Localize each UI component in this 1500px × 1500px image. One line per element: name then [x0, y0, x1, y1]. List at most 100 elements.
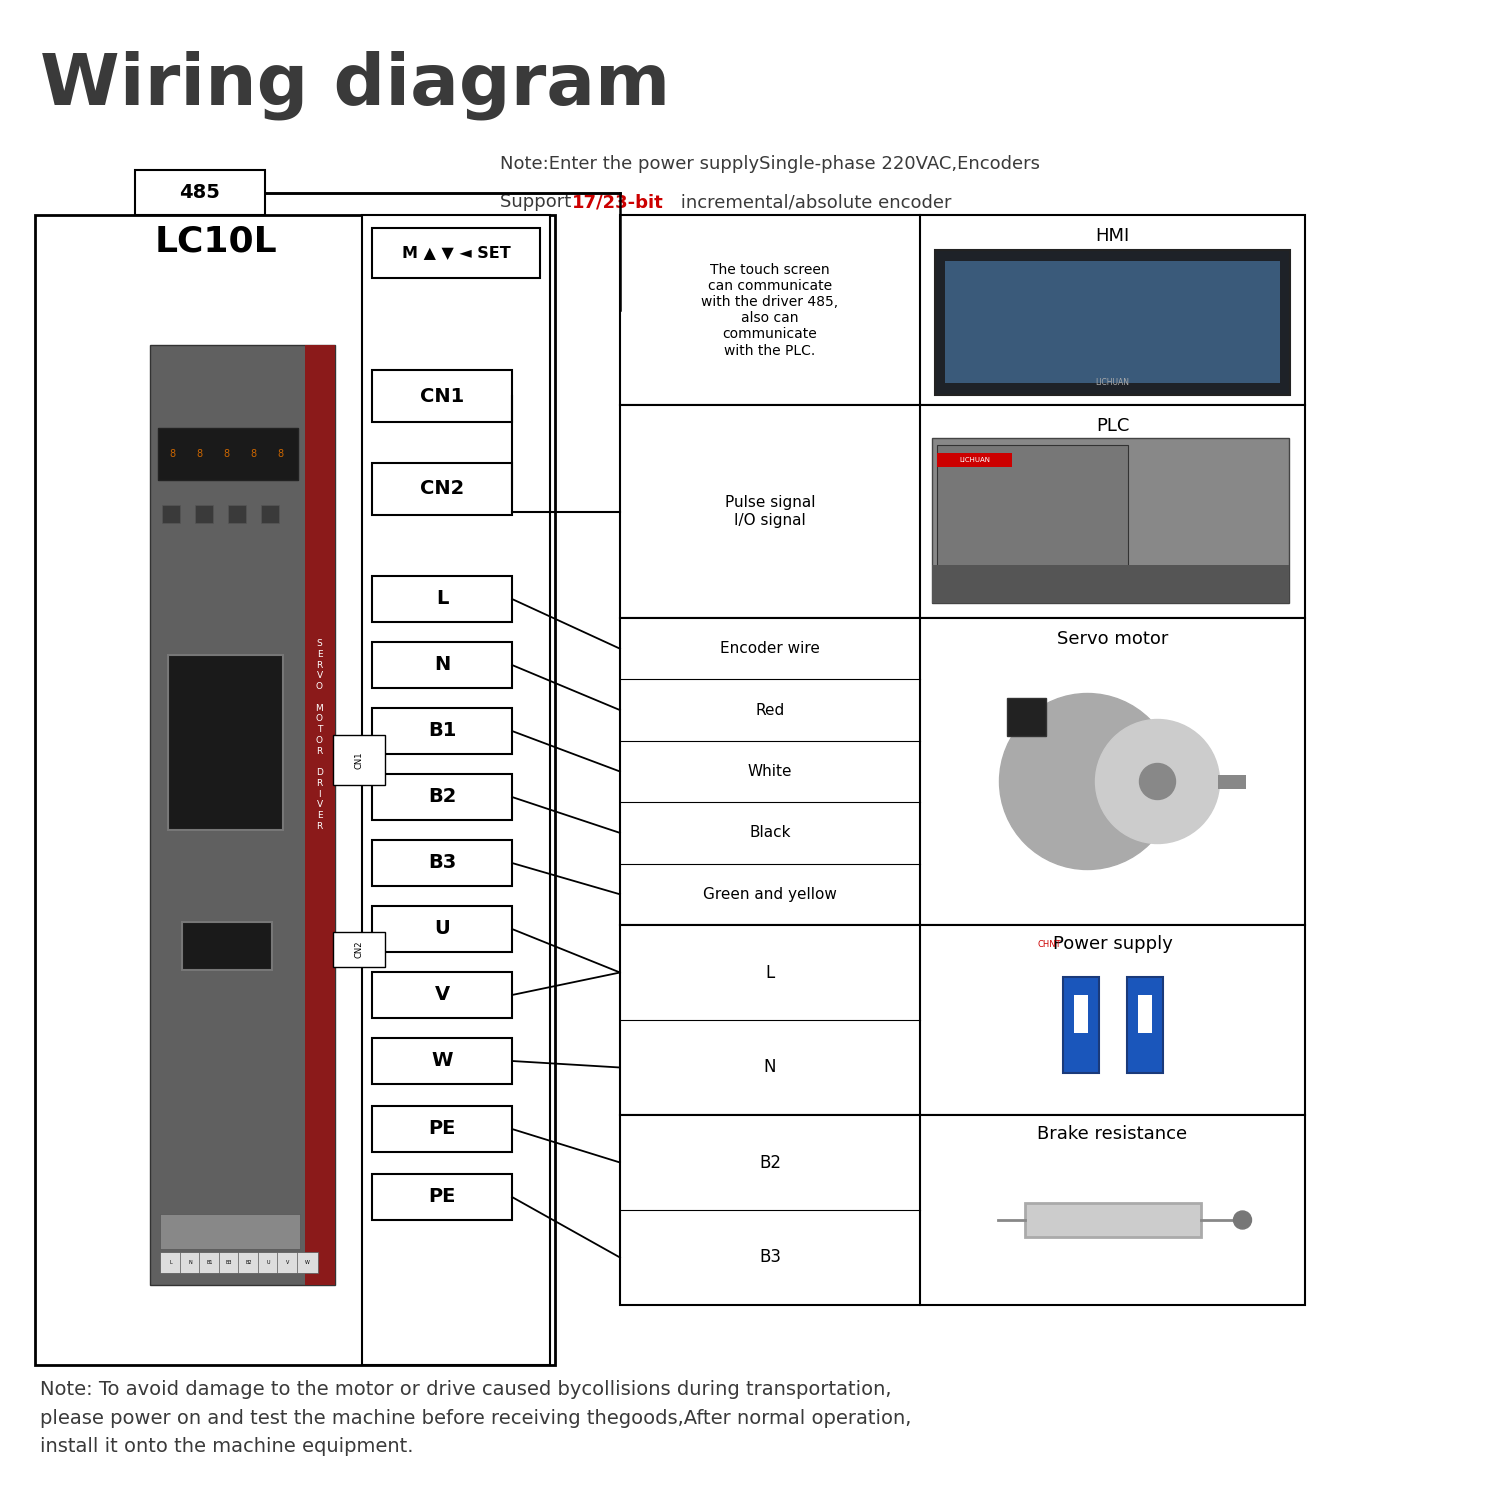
Text: B3: B3 — [759, 1248, 782, 1266]
Bar — [135, 170, 266, 214]
Text: LICHUAN: LICHUAN — [1095, 378, 1130, 387]
Bar — [372, 1106, 512, 1152]
Bar — [372, 972, 512, 1018]
Text: Brake resistance: Brake resistance — [1038, 1125, 1188, 1143]
Text: HMI: HMI — [1095, 226, 1130, 244]
Bar — [372, 1038, 512, 1084]
Bar — [261, 506, 279, 524]
Bar — [333, 735, 386, 784]
Text: LICHUAN: LICHUAN — [960, 458, 990, 464]
Text: V: V — [435, 986, 450, 1005]
Bar — [372, 906, 512, 952]
Bar — [938, 446, 1128, 596]
Bar — [620, 405, 1305, 618]
Text: L: L — [170, 1260, 172, 1264]
Text: 17/23-bit: 17/23-bit — [572, 194, 663, 211]
Bar — [158, 427, 298, 480]
Bar — [304, 345, 334, 1286]
Text: LC10L: LC10L — [154, 225, 278, 260]
Bar — [1008, 699, 1046, 736]
Text: N: N — [433, 656, 450, 675]
Text: CHNT: CHNT — [1038, 940, 1060, 950]
Text: Pulse signal
I/O signal: Pulse signal I/O signal — [724, 495, 815, 528]
Text: PLC: PLC — [1096, 417, 1130, 435]
Bar — [620, 1114, 1305, 1305]
Text: B1: B1 — [427, 722, 456, 741]
Text: W: W — [432, 1052, 453, 1071]
Text: The touch screen
can communicate
with the driver 485,
also can
communicate
with : The touch screen can communicate with th… — [702, 262, 838, 357]
Text: U: U — [433, 920, 450, 939]
Bar — [372, 708, 512, 754]
Bar — [372, 228, 540, 278]
Bar — [932, 438, 1288, 603]
Bar — [168, 656, 284, 830]
Text: CN1: CN1 — [354, 752, 363, 768]
Text: B3: B3 — [427, 853, 456, 873]
Text: 485: 485 — [180, 183, 220, 203]
Bar — [938, 453, 1013, 466]
Bar — [372, 370, 512, 422]
Bar — [620, 214, 1305, 405]
Bar — [160, 1214, 300, 1249]
Bar — [1024, 1203, 1200, 1237]
Text: 8: 8 — [170, 448, 176, 459]
Text: PE: PE — [429, 1119, 456, 1138]
Bar — [150, 345, 334, 1286]
Text: White: White — [747, 764, 792, 778]
Bar — [219, 1252, 240, 1274]
Bar — [162, 506, 180, 524]
Circle shape — [1140, 764, 1176, 800]
Text: Green and yellow: Green and yellow — [704, 886, 837, 902]
Text: Servo motor: Servo motor — [1058, 630, 1168, 648]
Bar — [372, 576, 512, 622]
Text: N: N — [188, 1260, 192, 1264]
Bar — [1218, 774, 1245, 789]
Text: M ▲ ▼ ◄ SET: M ▲ ▼ ◄ SET — [402, 246, 510, 261]
Text: B2: B2 — [427, 788, 456, 807]
Bar — [297, 1252, 318, 1274]
Text: 8: 8 — [196, 448, 202, 459]
Text: S
E
R
V
O
 
M
O
T
O
R
 
D
R
I
V
E
R: S E R V O M O T O R D R I V E R — [315, 639, 324, 831]
Bar — [1126, 976, 1162, 1072]
Text: U: U — [267, 1260, 270, 1264]
Text: 8: 8 — [224, 448, 230, 459]
Bar — [934, 251, 1290, 394]
Text: B2: B2 — [759, 1154, 782, 1172]
Text: Wiring diagram: Wiring diagram — [40, 50, 670, 120]
Text: Encoder wire: Encoder wire — [720, 640, 821, 656]
Text: incremental/absolute encoder: incremental/absolute encoder — [675, 194, 951, 211]
Text: CN1: CN1 — [420, 387, 464, 405]
Bar — [238, 1252, 260, 1274]
Circle shape — [1233, 1210, 1251, 1228]
Bar — [932, 566, 1288, 603]
Text: B3: B3 — [225, 1260, 232, 1264]
Bar — [372, 464, 512, 514]
Bar — [228, 506, 246, 524]
Text: Power supply: Power supply — [1053, 934, 1173, 952]
Bar — [945, 261, 1280, 382]
Bar — [620, 618, 1305, 926]
Text: V: V — [286, 1260, 290, 1264]
Text: N: N — [764, 1059, 777, 1077]
Bar — [200, 1252, 220, 1274]
Bar — [182, 922, 272, 970]
Bar — [372, 1174, 512, 1219]
Text: Red: Red — [756, 702, 784, 717]
Bar — [180, 1252, 201, 1274]
Text: 8: 8 — [251, 448, 257, 459]
Bar — [372, 774, 512, 820]
Circle shape — [1095, 720, 1220, 843]
Circle shape — [999, 693, 1176, 870]
Text: CN2: CN2 — [354, 940, 363, 958]
Bar — [1074, 994, 1088, 1033]
Bar — [34, 214, 555, 1365]
Text: CN2: CN2 — [420, 480, 464, 498]
Bar — [620, 926, 1305, 1114]
Bar — [333, 932, 386, 968]
Bar — [160, 1252, 182, 1274]
Text: Support: Support — [500, 194, 578, 211]
Text: W: W — [304, 1260, 309, 1264]
Text: L: L — [765, 963, 774, 981]
Bar — [1137, 994, 1152, 1033]
Text: Note:Enter the power supplySingle-phase 220VAC,Encoders: Note:Enter the power supplySingle-phase … — [500, 154, 1040, 172]
